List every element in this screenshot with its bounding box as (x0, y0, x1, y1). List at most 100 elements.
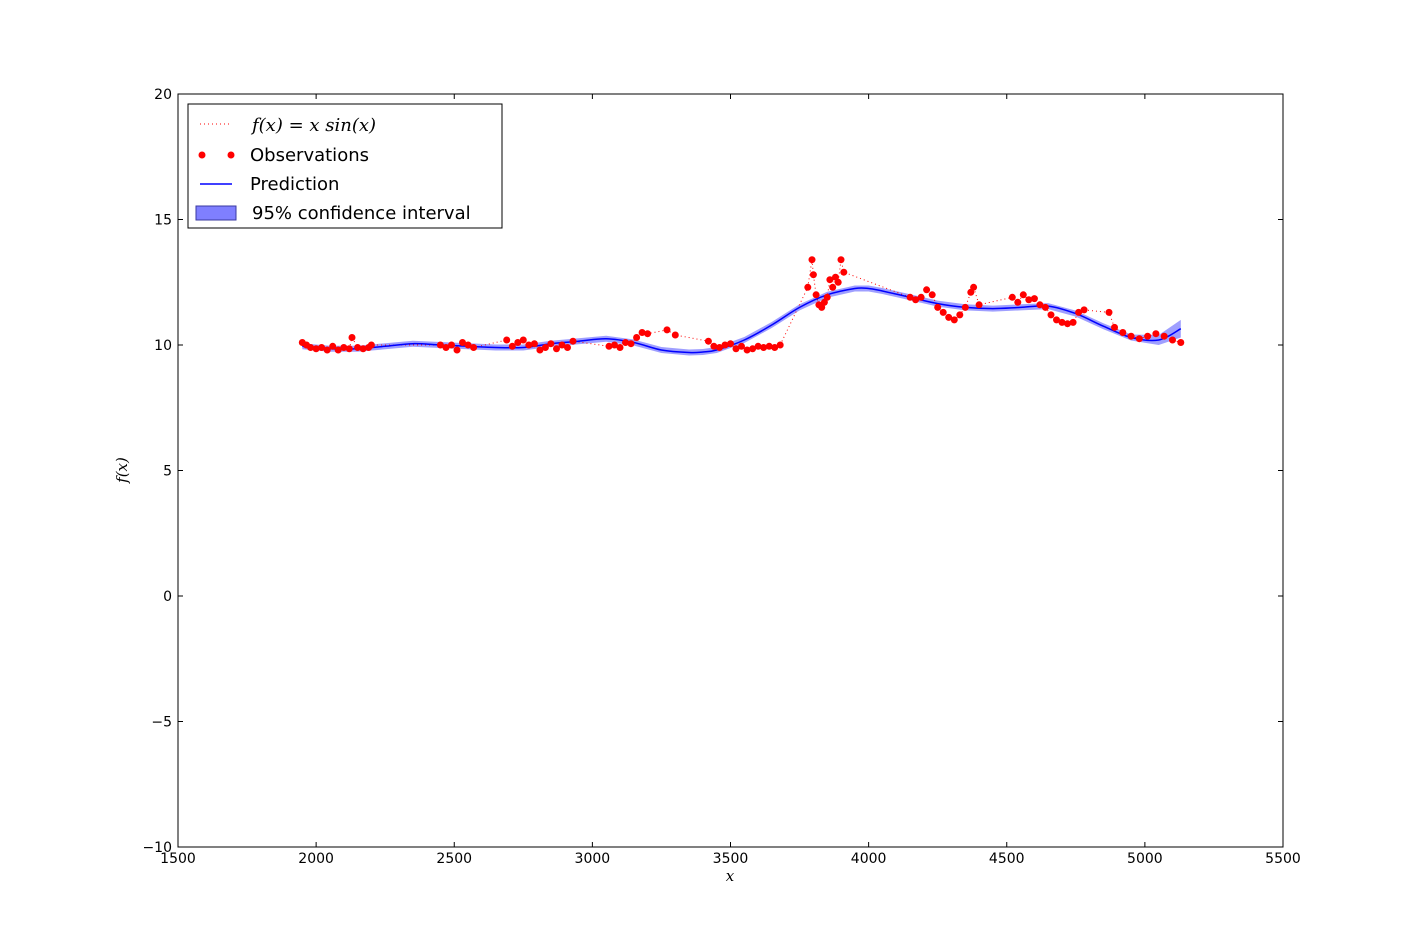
observation-point (776, 341, 784, 349)
observation-point (553, 345, 560, 353)
observation-point (1135, 335, 1143, 343)
observation-point (1053, 316, 1060, 324)
observation-point (514, 339, 522, 346)
observation-point (975, 301, 983, 309)
observation-point (917, 293, 925, 301)
observation-point (530, 340, 538, 348)
ticks-layer: 1500 2000 2500 3000 3500 4000 4500 5000 5500 −10 −… (142, 87, 1300, 867)
y-tick-label: 20 (154, 87, 172, 103)
observation-point (1177, 339, 1185, 346)
legend: f(x) = x sin(x) Observations Prediction … (187, 103, 503, 229)
y-tick-label: 5 (163, 464, 172, 480)
observation-point (837, 256, 845, 264)
legend-confidence-swatch (195, 205, 237, 221)
observation-point (1047, 311, 1055, 319)
legend-prediction-label: Prediction (250, 174, 339, 195)
legend-box (187, 103, 503, 229)
observation-point (323, 346, 331, 354)
x-tick-label: 3000 (575, 851, 611, 867)
observation-point (558, 341, 566, 349)
observation-point (312, 345, 320, 353)
observation-point (622, 339, 629, 346)
x-tick-label: 2000 (298, 851, 334, 867)
observation-point (956, 311, 964, 319)
observation-point (834, 278, 842, 286)
x-tick-label: 2500 (436, 851, 472, 867)
prediction-layer (302, 287, 1182, 354)
observation-point (1069, 318, 1077, 326)
observation-point (704, 337, 712, 345)
observation-point (519, 336, 527, 344)
observation-point (564, 344, 571, 351)
y-tick-label: 15 (154, 213, 172, 229)
observation-point (928, 291, 936, 299)
observation-point (939, 308, 947, 316)
observation-point (442, 344, 450, 351)
observation-point (840, 268, 848, 276)
observation-point (749, 345, 757, 353)
x-tick-label: 1500 (160, 851, 196, 867)
observation-point (945, 313, 953, 321)
observation-point (1152, 330, 1160, 338)
observation-point (605, 342, 613, 350)
x-tick-label: 3500 (713, 851, 749, 867)
observation-point (1119, 329, 1127, 336)
observation-point (547, 340, 555, 348)
observation-point (334, 346, 342, 354)
observation-point (470, 344, 478, 351)
observation-point (627, 340, 635, 348)
observation-point (448, 341, 455, 349)
legend-observations-label: Observations (250, 145, 369, 166)
prediction-line (302, 287, 1182, 354)
legend-confidence-label: 95% confidence interval (252, 203, 471, 224)
y-tick-label: −10 (142, 840, 172, 856)
observation-point (1105, 308, 1113, 316)
observation-point (727, 340, 734, 348)
observation-point (1014, 298, 1022, 306)
observation-point (1025, 296, 1033, 304)
observation-point (808, 256, 816, 264)
observation-point (359, 345, 367, 353)
observation-point (541, 344, 549, 351)
observation-point (829, 283, 837, 291)
observation-point (633, 334, 641, 341)
observation-point (823, 293, 831, 301)
observation-point (1111, 323, 1118, 331)
observation-point (1075, 308, 1083, 316)
observation-point (644, 330, 652, 338)
observation-point (812, 291, 820, 299)
observation-point (923, 286, 931, 294)
observation-point (760, 344, 768, 351)
observation-point (340, 344, 348, 351)
observation-point (721, 341, 729, 349)
observation-point (616, 344, 624, 351)
x-tick-label: 4000 (851, 851, 887, 867)
observation-point (1030, 295, 1038, 303)
observation-point (569, 337, 577, 345)
legend-true-function-label: f(x) = x sin(x) (250, 115, 376, 136)
observation-point (508, 342, 516, 350)
observation-point (716, 344, 723, 351)
observation-point (1144, 332, 1152, 340)
observation-point (436, 341, 444, 349)
observation-point (1041, 303, 1049, 311)
observation-point (318, 344, 326, 351)
observation-point (804, 283, 812, 291)
observations-layer (298, 256, 1185, 354)
observation-point (826, 276, 834, 284)
observation-point (1008, 293, 1016, 301)
y-tick-label: 10 (154, 338, 172, 354)
legend-observations-marker (227, 151, 235, 159)
observation-point (307, 344, 315, 351)
observation-point (638, 329, 646, 336)
observation-point (503, 336, 511, 344)
x-tick-label: 4500 (989, 851, 1025, 867)
observation-point (934, 303, 942, 311)
observation-point (329, 342, 337, 350)
observation-point (345, 345, 353, 353)
x-tick-label: 5000 (1127, 851, 1163, 867)
observation-point (663, 326, 671, 334)
observation-point (970, 283, 978, 291)
observation-point (459, 339, 466, 346)
